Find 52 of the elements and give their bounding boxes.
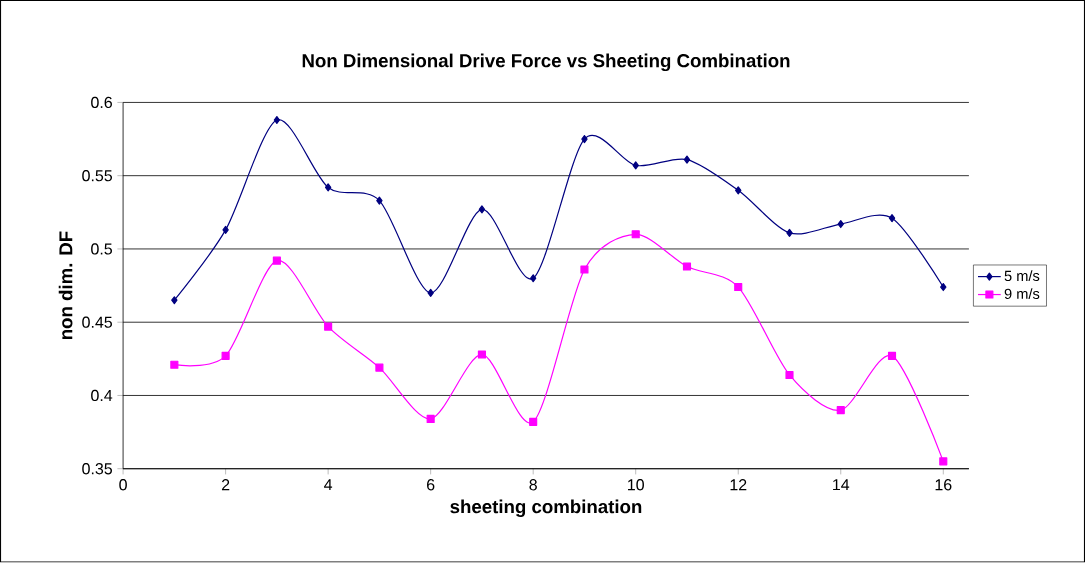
point [888, 214, 896, 223]
x-tick-label: 2 [221, 479, 230, 491]
legend-label: 5 m/s [1004, 270, 1040, 282]
x-tick-label: 6 [427, 479, 435, 491]
point [170, 360, 179, 370]
chart-title: Non Dimensional Drive Force vs Sheeting Combination [302, 53, 790, 72]
point [939, 457, 948, 466]
y-tick-label: 0.4 [91, 390, 113, 402]
point [529, 418, 538, 427]
point [581, 135, 588, 144]
x-tick-label: 10 [628, 479, 644, 491]
point [837, 220, 844, 229]
x-axis-title: sheeting combination [450, 499, 642, 518]
point [580, 265, 589, 274]
y-tick-label: 0.5 [91, 243, 113, 255]
point [273, 116, 281, 125]
point [272, 256, 281, 265]
x-tick-label: 4 [324, 479, 333, 491]
x-tick-label: 12 [730, 479, 747, 491]
point [940, 283, 947, 292]
point [478, 205, 486, 214]
point [477, 350, 486, 359]
point [836, 406, 845, 415]
point [426, 415, 435, 424]
point [427, 289, 434, 298]
point [683, 155, 691, 164]
y-tick-label: 0.35 [82, 463, 113, 475]
point [734, 283, 743, 292]
legend-label: 9 m/s [1004, 288, 1040, 300]
point [324, 322, 333, 331]
y-tick-label: 0.6 [91, 97, 112, 109]
x-tick-label: 8 [529, 479, 537, 491]
point [735, 186, 742, 195]
point [222, 226, 229, 235]
point [376, 196, 383, 205]
point [375, 363, 384, 372]
point [631, 230, 640, 239]
point [682, 262, 692, 271]
point [221, 352, 230, 361]
y-tick-label: 0.55 [82, 170, 113, 182]
point [785, 371, 794, 380]
point [529, 274, 537, 283]
point [887, 352, 897, 361]
point [171, 296, 178, 305]
y-axis-title: non dim. DF [58, 231, 73, 340]
point [786, 229, 793, 238]
point [632, 161, 639, 170]
x-tick-label: 16 [935, 479, 952, 491]
x-tick-label: 14 [833, 479, 850, 491]
x-tick-label: 0 [119, 479, 127, 491]
y-tick-label: 0.45 [82, 316, 113, 329]
point [324, 183, 332, 192]
